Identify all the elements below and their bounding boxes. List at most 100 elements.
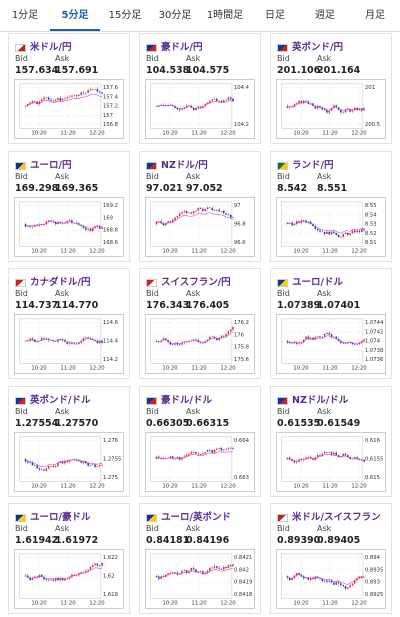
- candle-body: [335, 581, 337, 585]
- candle-body: [59, 221, 62, 224]
- pair-title[interactable]: カナダドル/円: [15, 274, 90, 288]
- candle-body: [38, 468, 41, 470]
- mini-chart: 97 96.8 96.6 10:20 11:20 12:20: [145, 197, 255, 257]
- candle-body: [360, 459, 363, 461]
- candle-body: [45, 468, 48, 471]
- candle-body: [171, 572, 174, 573]
- tab[interactable]: 30分足: [158, 10, 192, 21]
- candle-body: [64, 98, 66, 100]
- candle-body: [333, 231, 335, 233]
- pair-title[interactable]: 豪ドル/円: [146, 39, 202, 53]
- tab[interactable]: 5分足: [50, 0, 100, 31]
- candle-body: [314, 336, 317, 340]
- pair-name[interactable]: 豪ドル/ドル: [161, 395, 212, 406]
- y-tick-label: 169.2: [103, 203, 118, 209]
- pair-title[interactable]: スイスフラン/円: [146, 274, 231, 288]
- quote-card[interactable]: NZドル/ドル Bid Ask 0.61535 0.61549 0.616 0.6155 0.…: [270, 386, 392, 497]
- candle-body: [323, 109, 326, 111]
- candle-body: [356, 457, 358, 459]
- quote-card[interactable]: ランド/円 Bid Ask 8.542 8.551 8.55 8.54 8.53 8.52 8.5…: [270, 151, 392, 262]
- candle-body: [321, 336, 324, 338]
- candle-body: [232, 98, 234, 102]
- pair-name[interactable]: スイスフラン/円: [161, 277, 231, 288]
- quote-card[interactable]: 豪ドル/ドル Bid Ask 0.66305 0.66315 0.664 0.663 10:2…: [139, 386, 261, 497]
- quote-card[interactable]: NZドル/円 Bid Ask 97.021 97.052 97 96.8 96.6 10:20 1…: [139, 151, 261, 262]
- pair-title[interactable]: 英ポンド/ドル: [15, 392, 90, 406]
- candle-body: [291, 106, 293, 108]
- pair-name[interactable]: 米ドル/円: [30, 42, 72, 53]
- bid-value: 114.737: [15, 300, 59, 311]
- pair-title[interactable]: ユーロ/英ポンド: [146, 509, 231, 523]
- candle-body: [38, 101, 41, 105]
- mini-chart: 104.4 104.2 10:20 11:20 12:20: [145, 79, 255, 139]
- pair-name[interactable]: 豪ドル/円: [161, 42, 203, 53]
- pair-name[interactable]: NZドル/円: [161, 160, 208, 171]
- candle-body: [293, 342, 296, 344]
- pair-name[interactable]: カナダドル/円: [30, 277, 91, 288]
- candle-body: [337, 338, 340, 341]
- quote-card[interactable]: ユーロ/豪ドル Bid Ask 1.61942 1.61972 1.622 1.62 1.61…: [8, 503, 130, 614]
- quote-card[interactable]: ユーロ/ドル Bid Ask 1.07389 1.07401 1.0744 1.0742 1.…: [270, 268, 392, 379]
- pair-title[interactable]: ユーロ/円: [15, 157, 71, 171]
- y-tick-label: 175.6: [234, 357, 250, 363]
- candle-body: [158, 221, 160, 222]
- quote-card[interactable]: ユーロ/英ポンド Bid Ask 0.84181 0.84196 0.8421 0.842 0…: [139, 503, 261, 614]
- mini-chart: 1.0744 1.0742 1.074 1.0738 1.0736 10:20 11:20 1…: [276, 314, 386, 374]
- pair-title[interactable]: NZドル/円: [146, 157, 208, 171]
- quote-card[interactable]: カナダドル/円 Bid Ask 114.737 114.770 114.6 114.4 114…: [8, 268, 130, 379]
- tab[interactable]: 15分足: [108, 10, 142, 21]
- pair-title[interactable]: 英ポンド/円: [277, 39, 343, 53]
- pair-name[interactable]: ユーロ/英ポンド: [161, 512, 231, 523]
- tab[interactable]: 月足: [365, 10, 385, 21]
- pair-title[interactable]: ユーロ/ドル: [277, 274, 343, 288]
- candle-body: [61, 222, 64, 224]
- mini-chart: 0.894 0.8935 0.893 0.8925 10:20 11:20 12:20: [276, 549, 386, 609]
- pair-name[interactable]: 英ポンド/ドル: [30, 395, 91, 406]
- quote-card[interactable]: 英ポンド/ドル Bid Ask 1.27554 1.27570 1.276 1.2755 1.…: [8, 386, 130, 497]
- quote-card[interactable]: ユーロ/円 Bid Ask 169.298 169.365 169.2 169 168.8 16…: [8, 151, 130, 262]
- ask-label: Ask: [186, 172, 201, 181]
- quote-card[interactable]: スイスフラン/円 Bid Ask 176.343 176.405 176.2 176 175.…: [139, 268, 261, 379]
- pair-title[interactable]: NZドル/ドル: [277, 392, 348, 406]
- pair-name[interactable]: ユーロ/円: [30, 160, 72, 171]
- pair-name[interactable]: ユーロ/ドル: [292, 277, 343, 288]
- quote-card[interactable]: 米ドル/スイスフラン Bid Ask 0.89390 0.89405 0.894 0.893…: [270, 503, 392, 614]
- pair-title[interactable]: 豪ドル/ドル: [146, 392, 212, 406]
- tab[interactable]: 1時間足: [206, 10, 244, 21]
- x-tick-label: 12:20: [220, 249, 236, 255]
- mini-chart: 1.276 1.2755 1.275 10:20 11:20 12:20: [14, 432, 124, 492]
- candle-body: [29, 102, 31, 105]
- quote-card[interactable]: 米ドル/円 Bid Ask 157.634 157.691 157.6 157.4 157.2…: [8, 33, 130, 144]
- pair-name[interactable]: NZドル/ドル: [292, 395, 349, 406]
- candle-body: [349, 233, 351, 235]
- pair-title[interactable]: ユーロ/豪ドル: [15, 509, 90, 523]
- candle-body: [68, 460, 71, 462]
- x-tick-label: 12:20: [220, 366, 236, 372]
- candle-body: [78, 460, 80, 462]
- candle-body: [328, 231, 331, 235]
- pair-title[interactable]: 米ドル/円: [15, 39, 71, 53]
- candle-body: [178, 573, 181, 575]
- candle-body: [158, 576, 160, 579]
- candle-body: [316, 336, 319, 337]
- candle-body: [40, 99, 43, 102]
- x-tick-label: 11:20: [191, 601, 207, 607]
- candle-body: [227, 565, 230, 569]
- quote-card[interactable]: 豪ドル/円 Bid Ask 104.538 104.575 104.4 104.2 10:20…: [139, 33, 261, 144]
- candle-body: [330, 452, 333, 455]
- pair-title[interactable]: ランド/円: [277, 157, 333, 171]
- x-tick-label: 12:20: [351, 366, 367, 372]
- ask-label: Ask: [317, 172, 332, 181]
- candle-body: [47, 97, 50, 100]
- tab[interactable]: 1分足: [11, 10, 39, 21]
- tab[interactable]: 日足: [265, 10, 285, 21]
- ask-value: 1.07401: [317, 300, 361, 311]
- pair-name[interactable]: 米ドル/スイスフラン: [292, 512, 381, 523]
- pair-name[interactable]: ランド/円: [292, 160, 334, 171]
- quote-card[interactable]: 英ポンド/円 Bid Ask 201.106 201.164 201 200.5 10:20 1…: [270, 33, 392, 144]
- candle-body: [195, 210, 197, 212]
- tab[interactable]: 週足: [315, 10, 335, 21]
- pair-name[interactable]: ユーロ/豪ドル: [30, 512, 91, 523]
- pair-title[interactable]: 米ドル/スイスフラン: [277, 509, 381, 523]
- pair-name[interactable]: 英ポンド/円: [292, 42, 343, 53]
